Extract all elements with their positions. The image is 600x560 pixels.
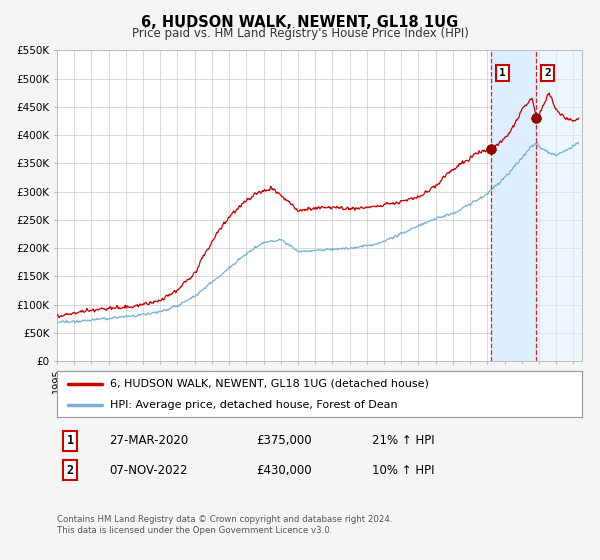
Text: 6, HUDSON WALK, NEWENT, GL18 1UG (detached house): 6, HUDSON WALK, NEWENT, GL18 1UG (detach… bbox=[110, 379, 428, 389]
Text: 2: 2 bbox=[544, 68, 551, 78]
Text: HPI: Average price, detached house, Forest of Dean: HPI: Average price, detached house, Fore… bbox=[110, 400, 397, 410]
Text: £430,000: £430,000 bbox=[257, 464, 312, 477]
Text: 1: 1 bbox=[67, 434, 74, 447]
Text: Contains HM Land Registry data © Crown copyright and database right 2024.: Contains HM Land Registry data © Crown c… bbox=[57, 515, 392, 524]
Bar bbox=[491, 50, 536, 361]
Text: 6, HUDSON WALK, NEWENT, GL18 1UG: 6, HUDSON WALK, NEWENT, GL18 1UG bbox=[142, 15, 458, 30]
Text: 27-MAR-2020: 27-MAR-2020 bbox=[110, 434, 189, 447]
Text: £375,000: £375,000 bbox=[257, 434, 312, 447]
Text: 07-NOV-2022: 07-NOV-2022 bbox=[110, 464, 188, 477]
Text: 1: 1 bbox=[499, 68, 506, 78]
Bar bbox=[536, 50, 582, 361]
Text: 2: 2 bbox=[67, 464, 74, 477]
Text: 10% ↑ HPI: 10% ↑ HPI bbox=[372, 464, 434, 477]
Text: Price paid vs. HM Land Registry's House Price Index (HPI): Price paid vs. HM Land Registry's House … bbox=[131, 27, 469, 40]
Text: 21% ↑ HPI: 21% ↑ HPI bbox=[372, 434, 434, 447]
Text: This data is licensed under the Open Government Licence v3.0.: This data is licensed under the Open Gov… bbox=[57, 526, 332, 535]
